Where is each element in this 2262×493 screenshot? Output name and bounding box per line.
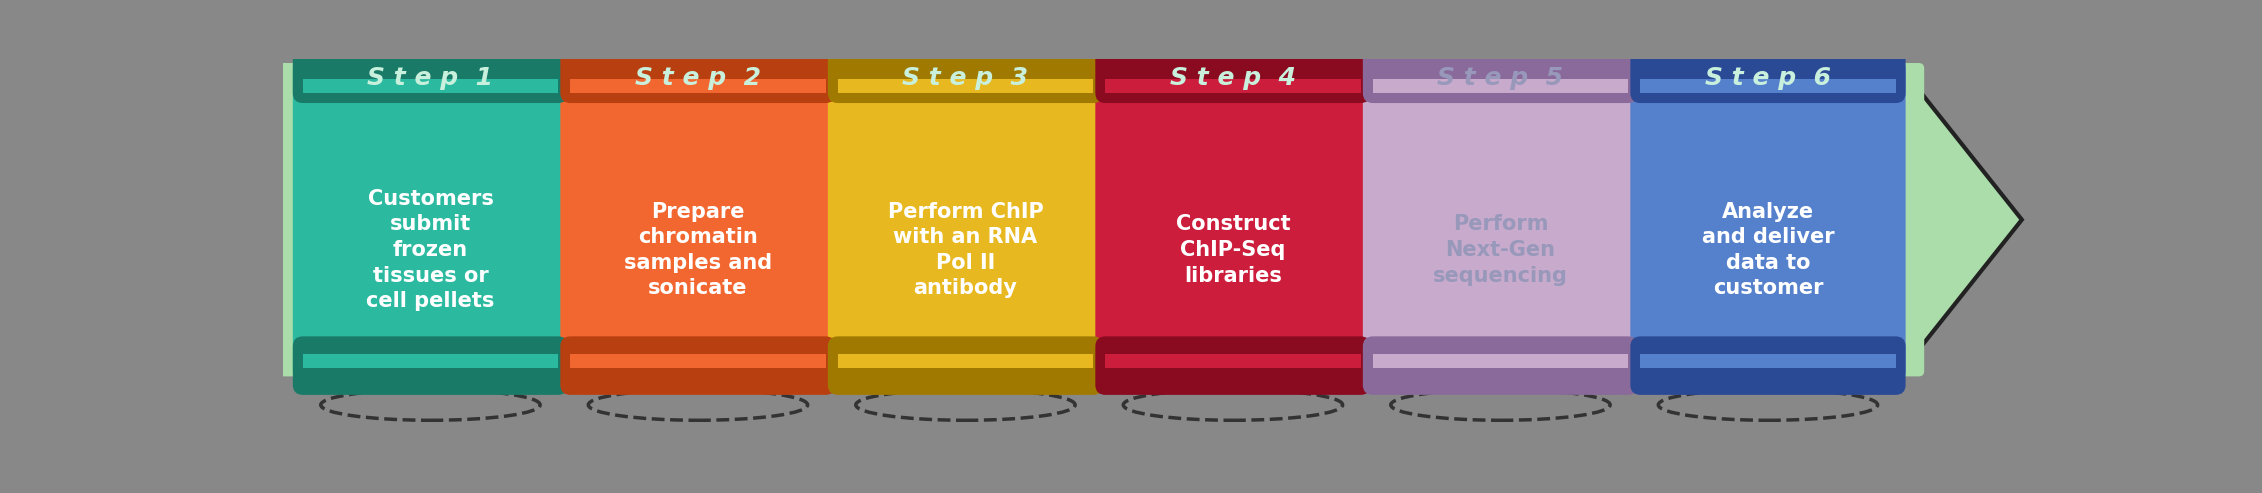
Ellipse shape — [588, 389, 808, 421]
Ellipse shape — [1124, 389, 1344, 421]
FancyBboxPatch shape — [1362, 336, 1638, 395]
FancyBboxPatch shape — [303, 354, 559, 368]
Text: S t e p  3: S t e p 3 — [903, 66, 1029, 90]
FancyBboxPatch shape — [1640, 354, 1896, 368]
FancyBboxPatch shape — [1106, 79, 1359, 93]
FancyBboxPatch shape — [1613, 63, 1656, 376]
FancyBboxPatch shape — [1640, 79, 1896, 93]
FancyBboxPatch shape — [837, 354, 1093, 368]
Text: S t e p  5: S t e p 5 — [1436, 66, 1563, 90]
FancyBboxPatch shape — [1095, 58, 1371, 381]
FancyBboxPatch shape — [1106, 354, 1359, 368]
FancyBboxPatch shape — [1631, 336, 1905, 395]
Text: S t e p  1: S t e p 1 — [366, 66, 493, 90]
FancyBboxPatch shape — [561, 58, 835, 381]
FancyBboxPatch shape — [292, 43, 568, 103]
FancyBboxPatch shape — [1613, 63, 1656, 376]
Ellipse shape — [1391, 389, 1611, 421]
FancyBboxPatch shape — [1631, 58, 1905, 381]
FancyBboxPatch shape — [1077, 63, 1122, 376]
Text: Prepare
chromatin
samples and
sonicate: Prepare chromatin samples and sonicate — [624, 202, 771, 298]
FancyBboxPatch shape — [292, 336, 568, 395]
Text: Perform
Next-Gen
sequencing: Perform Next-Gen sequencing — [1434, 214, 1568, 285]
FancyBboxPatch shape — [1077, 63, 1122, 376]
FancyBboxPatch shape — [828, 58, 1104, 381]
FancyBboxPatch shape — [1362, 58, 1638, 381]
FancyBboxPatch shape — [303, 79, 559, 93]
Text: Analyze
and deliver
data to
customer: Analyze and deliver data to customer — [1701, 202, 1834, 298]
FancyBboxPatch shape — [1880, 63, 1925, 376]
Ellipse shape — [855, 389, 1074, 421]
Text: S t e p  4: S t e p 4 — [1169, 66, 1296, 90]
FancyBboxPatch shape — [561, 43, 835, 103]
FancyBboxPatch shape — [1095, 336, 1371, 395]
FancyBboxPatch shape — [1373, 354, 1629, 368]
FancyBboxPatch shape — [541, 63, 586, 376]
Ellipse shape — [1658, 389, 1877, 421]
FancyBboxPatch shape — [561, 336, 835, 395]
FancyBboxPatch shape — [1344, 63, 1389, 376]
FancyBboxPatch shape — [1631, 43, 1905, 103]
FancyBboxPatch shape — [570, 79, 826, 93]
Polygon shape — [1902, 69, 2022, 371]
Ellipse shape — [321, 389, 541, 421]
Text: Perform ChIP
with an RNA
Pol II
antibody: Perform ChIP with an RNA Pol II antibody — [887, 202, 1043, 298]
FancyBboxPatch shape — [274, 63, 319, 376]
FancyBboxPatch shape — [292, 58, 568, 381]
Text: S t e p  6: S t e p 6 — [1706, 66, 1830, 90]
FancyBboxPatch shape — [828, 43, 1104, 103]
FancyBboxPatch shape — [1344, 63, 1389, 376]
FancyBboxPatch shape — [541, 63, 586, 376]
Text: Customers
submit
frozen
tissues or
cell pellets: Customers submit frozen tissues or cell … — [366, 189, 495, 311]
FancyBboxPatch shape — [837, 79, 1093, 93]
FancyBboxPatch shape — [810, 63, 855, 376]
FancyBboxPatch shape — [828, 336, 1104, 395]
Text: Construct
ChIP-Seq
libraries: Construct ChIP-Seq libraries — [1176, 214, 1289, 285]
FancyBboxPatch shape — [810, 63, 855, 376]
FancyBboxPatch shape — [1095, 43, 1371, 103]
FancyBboxPatch shape — [1373, 79, 1629, 93]
FancyBboxPatch shape — [570, 354, 826, 368]
Text: S t e p  2: S t e p 2 — [636, 66, 760, 90]
FancyBboxPatch shape — [1362, 43, 1638, 103]
